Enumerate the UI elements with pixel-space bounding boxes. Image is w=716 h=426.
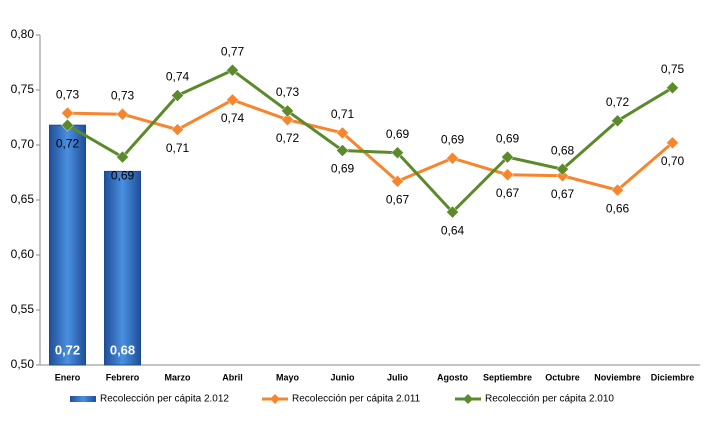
x-tick-label: Marzo	[164, 372, 191, 382]
x-tick-label: Septiembre	[483, 372, 532, 382]
legend-label: Recolección per cápita 2.011	[292, 394, 421, 405]
y-tick-label: 0,75	[11, 82, 35, 96]
y-tick-label: 0,55	[11, 302, 35, 316]
bar-label: 0,68	[110, 342, 135, 357]
marker	[171, 123, 184, 136]
data-label: 0,67	[386, 192, 410, 206]
x-tick-label: Julio	[387, 372, 409, 382]
x-tick-label: Agosto	[437, 372, 468, 382]
legend-label: Recolección per cápita 2.012	[100, 394, 229, 405]
x-tick-label: Diciembre	[651, 372, 695, 382]
data-label: 0,74	[166, 70, 190, 84]
data-label: 0,77	[221, 44, 245, 58]
marker	[336, 126, 349, 140]
y-tick-label: 0,80	[11, 27, 35, 41]
y-tick-label: 0,60	[11, 247, 35, 261]
marker	[226, 63, 239, 77]
legend-swatch	[70, 396, 96, 402]
data-label: 0,69	[331, 162, 355, 176]
marker	[666, 81, 679, 95]
legend-marker	[270, 394, 280, 404]
marker	[446, 205, 459, 219]
marker	[391, 174, 404, 188]
marker	[171, 89, 184, 102]
x-tick-label: Mayo	[276, 372, 300, 382]
line	[66, 68, 674, 215]
marker	[61, 118, 74, 132]
x-tick-label: Octubre	[545, 372, 580, 382]
marker	[556, 162, 569, 176]
data-label: 0,72	[276, 131, 300, 145]
marker	[61, 106, 74, 120]
marker	[391, 146, 404, 160]
marker	[446, 151, 459, 165]
marker	[116, 150, 129, 164]
x-tick-label: Abril	[222, 372, 243, 382]
data-label: 0,70	[661, 154, 685, 168]
data-label: 0,72	[606, 95, 630, 109]
marker	[116, 107, 129, 121]
marker	[336, 144, 349, 157]
data-label: 0,66	[606, 201, 630, 215]
marker	[226, 93, 239, 107]
data-label: 0,69	[441, 132, 465, 146]
bar	[104, 170, 141, 366]
data-label: 0,67	[496, 186, 520, 200]
line	[67, 98, 674, 192]
marker	[611, 114, 624, 128]
x-tick-label: Junio	[331, 372, 356, 382]
bar	[49, 124, 86, 366]
data-label: 0,75	[661, 62, 685, 76]
y-tick-label: 0,70	[11, 137, 35, 151]
data-label: 0,69	[111, 168, 135, 182]
marker	[666, 136, 679, 150]
marker	[281, 104, 294, 118]
marker	[611, 183, 624, 197]
data-label: 0,71	[331, 107, 355, 121]
data-label: 0,69	[496, 131, 520, 145]
data-label: 0,72	[56, 136, 80, 150]
data-label: 0,67	[551, 187, 575, 201]
x-tick-label: Enero	[55, 372, 81, 382]
bar-label: 0,72	[55, 342, 80, 357]
data-label: 0,74	[221, 111, 245, 125]
y-tick-label: 0,65	[11, 192, 35, 206]
data-label: 0,69	[386, 127, 410, 141]
marker	[281, 113, 294, 127]
data-label: 0,68	[551, 143, 575, 157]
x-tick-label: Noviembre	[594, 372, 641, 382]
x-tick-label: Febrero	[106, 372, 140, 382]
marker	[501, 168, 514, 182]
legend-marker	[463, 394, 473, 404]
data-label: 0,73	[276, 85, 300, 99]
data-label: 0,73	[111, 88, 135, 102]
marker	[556, 169, 569, 183]
y-tick-label: 0,50	[11, 357, 35, 371]
legend-label: Recolección per cápita 2.010	[485, 394, 614, 405]
data-label: 0,71	[166, 141, 190, 155]
data-label: 0,64	[441, 223, 465, 237]
data-label: 0,73	[56, 87, 80, 101]
marker	[501, 150, 514, 164]
